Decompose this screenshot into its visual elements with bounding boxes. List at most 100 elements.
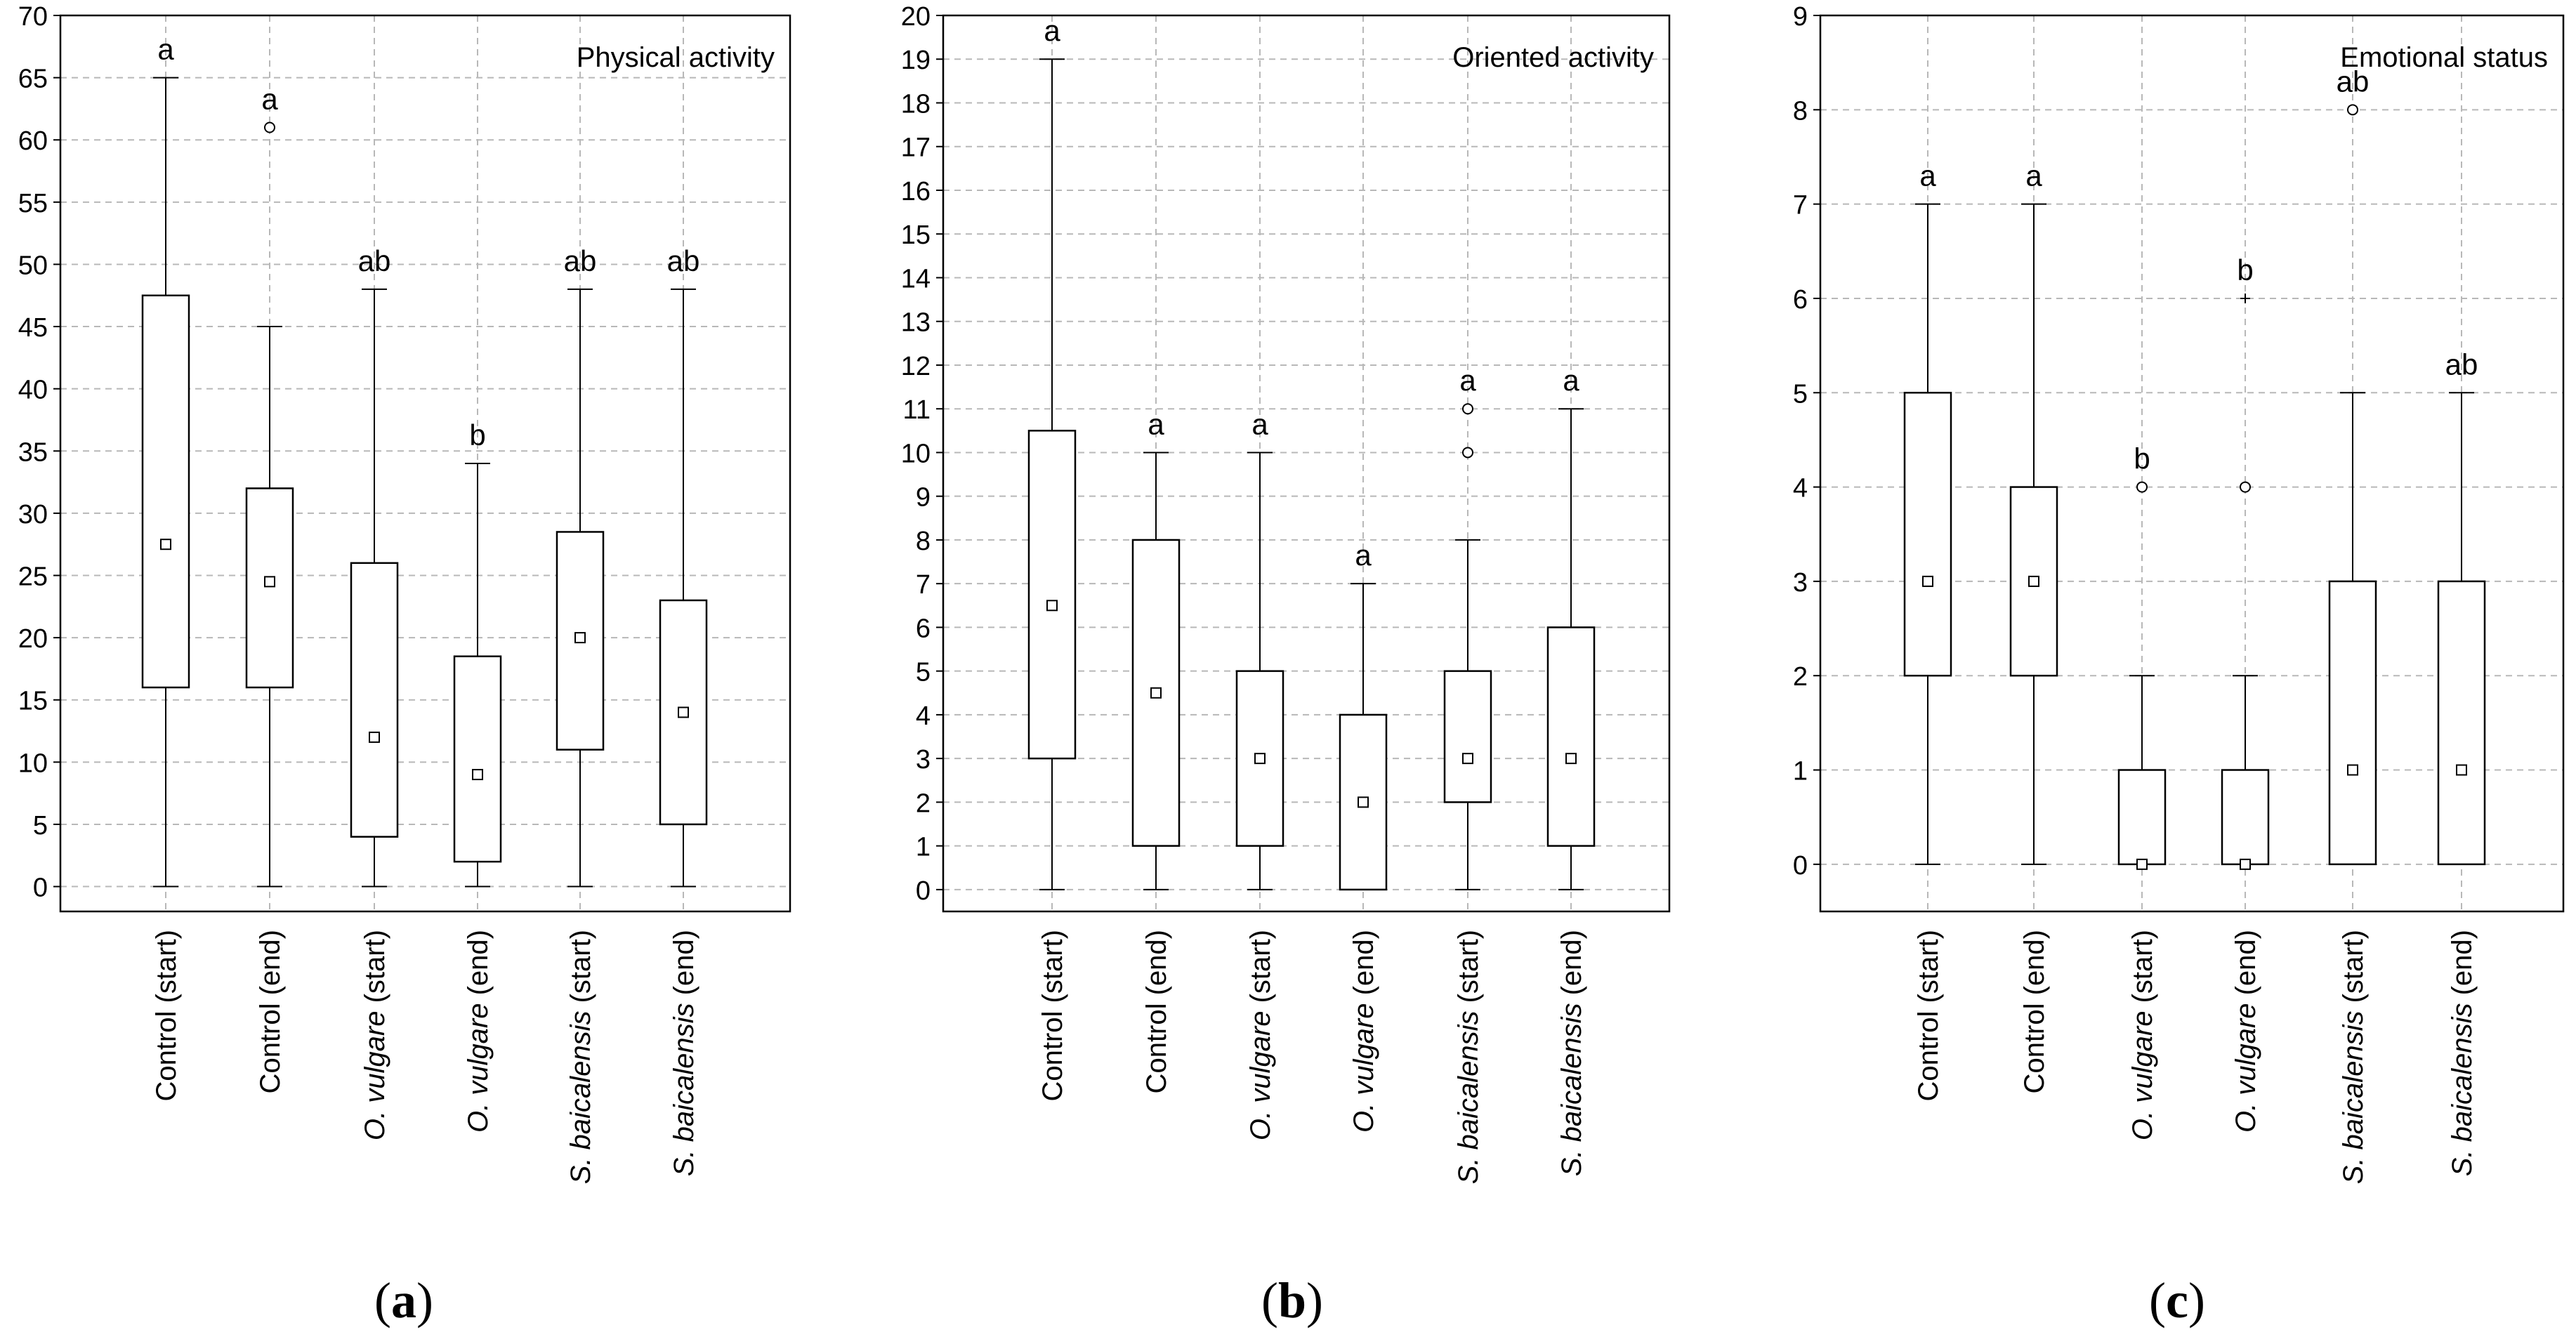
y-tick-label: 45: [18, 313, 48, 343]
y-tick-label: 4: [916, 701, 931, 731]
box-2: a: [2009, 159, 2058, 865]
y-tick-label: 10: [901, 439, 931, 468]
box-2: a: [245, 83, 294, 888]
category-label-plain: (start): [1453, 930, 1484, 1011]
box-5: ab: [2328, 65, 2377, 866]
category-label-italic: O. vulgare: [463, 1003, 494, 1133]
box-iqr: [2221, 769, 2270, 866]
y-tick-label: 70: [18, 2, 48, 32]
category-label: S. baicalensis (start): [1453, 930, 1484, 1184]
box-5: a: [1443, 364, 1492, 890]
significance-letter: ab: [2445, 348, 2478, 381]
category-label: Control (end): [2019, 930, 2050, 1093]
y-tick-label: 35: [18, 437, 48, 467]
category-label-italic: O. vulgare: [360, 1011, 390, 1141]
median-marker: [264, 576, 275, 588]
category-label-plain: (start): [2127, 930, 2158, 1011]
box-6: a: [1546, 364, 1596, 890]
y-tick-label: 19: [901, 46, 931, 75]
outlier-point: [264, 121, 275, 133]
category-label-italic: S. baicalensis: [2338, 1011, 2369, 1185]
box-iqr: [2328, 580, 2377, 866]
y-tick-label: 65: [18, 65, 48, 94]
y-tick-label: 1: [1793, 757, 1808, 786]
box-2: a: [1131, 407, 1181, 890]
panel-title: Physical activity: [577, 42, 775, 73]
median-marker: [472, 769, 483, 781]
y-tick-label: 0: [916, 876, 931, 906]
category-label-italic: S. baicalensis: [669, 1003, 699, 1177]
category-label-italic: O. vulgare: [2230, 1003, 2261, 1133]
y-tick-label: 11: [903, 395, 931, 425]
box-6: ab: [2437, 348, 2486, 866]
y-tick-label: 13: [901, 308, 931, 338]
significance-letter: a: [1044, 14, 1060, 47]
y-tick-label: 6: [916, 614, 931, 643]
box-3: b: [2117, 442, 2167, 870]
category-label-plain: Control (start): [151, 930, 182, 1102]
category-label-plain: Control (start): [1037, 930, 1068, 1102]
category-label: O. vulgare (start): [2127, 930, 2158, 1140]
y-tick-label: 7: [916, 570, 931, 600]
category-label-italic: S. baicalensis: [2447, 1003, 2478, 1177]
category-label: S. baicalensis (start): [2338, 930, 2369, 1184]
box-iqr: [1546, 626, 1596, 847]
y-tick-label: 20: [901, 2, 931, 32]
box-3: a: [1235, 407, 1284, 890]
category-label: Control (start): [1913, 930, 1944, 1102]
y-tick-label: 9: [916, 483, 931, 513]
median-marker: [574, 632, 586, 644]
y-tick-label: 15: [901, 220, 931, 250]
category-label: O. vulgare (end): [463, 930, 494, 1133]
panel-label: (a): [374, 1272, 433, 1329]
category-label-plain: Control (end): [255, 930, 286, 1093]
y-tick-label: 3: [1793, 568, 1808, 598]
median-marker: [1565, 753, 1577, 765]
category-label-italic: S. baicalensis: [565, 1011, 596, 1185]
box-iqr: [1443, 670, 1492, 803]
category-label: S. baicalensis (start): [565, 930, 596, 1184]
category-label-italic: S. baicalensis: [1556, 1003, 1587, 1177]
category-label-plain: (start): [360, 930, 390, 1011]
box-1: a: [141, 33, 190, 888]
y-tick-label: 5: [33, 811, 48, 841]
plot-frame: [59, 14, 791, 913]
category-label-italic: O. vulgare: [1245, 1011, 1276, 1141]
category-label: O. vulgare (start): [1245, 930, 1276, 1140]
significance-letter: b: [469, 419, 485, 452]
y-tick-label: 1: [916, 833, 931, 862]
significance-letter: ab: [2337, 65, 2370, 98]
category-label-plain: Control (end): [2019, 930, 2050, 1093]
significance-letter: a: [1459, 364, 1476, 397]
median-marker: [2456, 764, 2467, 776]
significance-letter: a: [2025, 159, 2042, 192]
median-marker: [1922, 575, 1933, 587]
significance-letter: a: [1563, 364, 1579, 397]
median-marker: [160, 539, 171, 551]
category-label-italic: O. vulgare: [1348, 1003, 1379, 1133]
y-tick-label: 2: [1793, 662, 1808, 692]
category-label-plain: Control (start): [1913, 930, 1944, 1102]
y-tick-label: 6: [1793, 285, 1808, 315]
y-tick-label: 50: [18, 251, 48, 280]
median-marker: [1254, 753, 1266, 765]
y-tick-label: 30: [18, 500, 48, 529]
median-marker: [1046, 600, 1058, 612]
box-3: ab: [350, 244, 399, 888]
box-iqr: [245, 487, 294, 689]
box-iqr: [350, 562, 399, 838]
category-label-plain: (start): [565, 930, 596, 1011]
y-tick-label: 25: [18, 562, 48, 592]
y-tick-label: 15: [18, 687, 48, 716]
y-tick-label: 0: [33, 874, 48, 903]
significance-letter: b: [2134, 442, 2150, 475]
y-tick-label: 5: [916, 658, 931, 687]
category-label: O. vulgare (end): [1348, 930, 1379, 1133]
category-label: S. baicalensis (end): [1556, 930, 1587, 1176]
chart-panel-a: 0 5 10 15 20 25 30 35 40 45 50 55 60 65 70 a a ab b ab ab Phy…: [18, 2, 791, 1329]
panel-label: (b): [1261, 1272, 1323, 1329]
category-label: S. baicalensis (end): [2447, 930, 2478, 1176]
category-label: Control (start): [1037, 930, 1068, 1102]
y-tick-label: 3: [916, 745, 931, 775]
category-label-plain: (end): [463, 930, 494, 1003]
